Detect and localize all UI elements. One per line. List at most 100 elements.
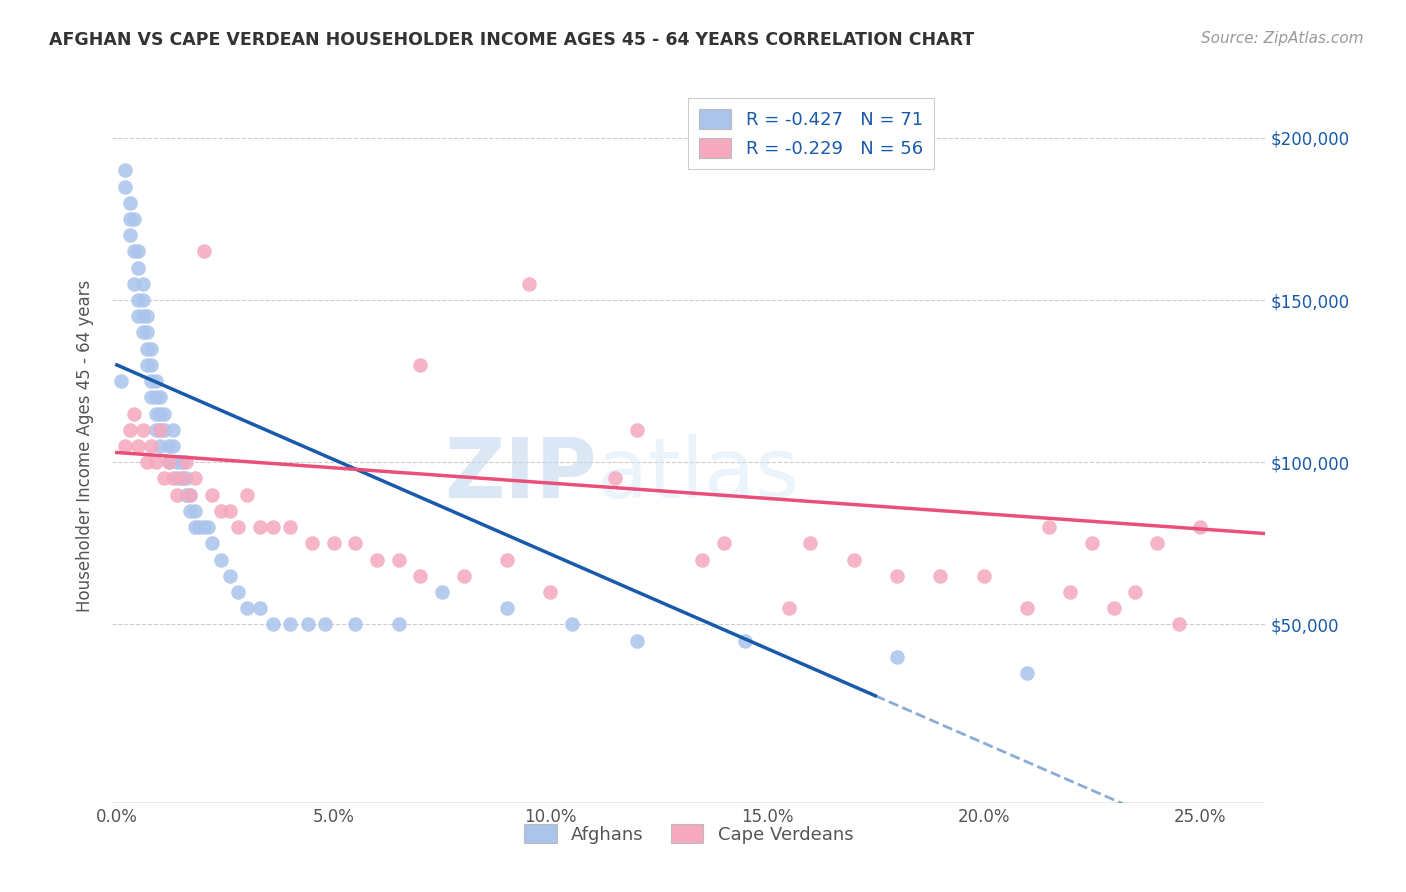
Point xyxy=(344,617,367,632)
Point xyxy=(162,471,184,485)
Point xyxy=(127,293,149,307)
Point xyxy=(430,585,453,599)
Point xyxy=(218,504,240,518)
Point xyxy=(149,423,172,437)
Point xyxy=(157,455,180,469)
Point xyxy=(162,439,184,453)
Point xyxy=(184,471,207,485)
Point xyxy=(170,471,193,485)
Point xyxy=(538,585,561,599)
Point xyxy=(110,374,132,388)
Point xyxy=(118,195,141,210)
Point xyxy=(149,407,172,421)
Point xyxy=(166,488,188,502)
Point xyxy=(734,633,756,648)
Point xyxy=(1102,601,1125,615)
Point xyxy=(114,179,136,194)
Text: Source: ZipAtlas.com: Source: ZipAtlas.com xyxy=(1201,31,1364,46)
Point xyxy=(842,552,865,566)
Point xyxy=(409,358,432,372)
Point xyxy=(149,439,172,453)
Point xyxy=(136,358,159,372)
Point xyxy=(179,488,201,502)
Point xyxy=(145,423,167,437)
Point xyxy=(127,244,149,259)
Point xyxy=(149,390,172,404)
Point xyxy=(322,536,344,550)
Point xyxy=(145,390,167,404)
Point xyxy=(136,326,159,340)
Point xyxy=(297,617,319,632)
Point xyxy=(174,455,197,469)
Point xyxy=(690,552,713,566)
Point xyxy=(973,568,995,582)
Point xyxy=(127,260,149,275)
Point xyxy=(236,488,259,502)
Point xyxy=(162,423,184,437)
Point xyxy=(114,439,136,453)
Point xyxy=(145,455,167,469)
Point xyxy=(136,342,159,356)
Point xyxy=(132,423,155,437)
Point xyxy=(118,423,141,437)
Point xyxy=(262,617,284,632)
Point xyxy=(132,277,155,291)
Point xyxy=(1015,666,1038,681)
Point xyxy=(278,617,301,632)
Point xyxy=(387,552,409,566)
Point xyxy=(496,552,519,566)
Point xyxy=(713,536,735,550)
Point xyxy=(262,520,284,534)
Point xyxy=(166,455,188,469)
Point xyxy=(218,568,240,582)
Point xyxy=(122,277,145,291)
Point xyxy=(132,293,155,307)
Point xyxy=(387,617,409,632)
Point xyxy=(170,455,193,469)
Point xyxy=(141,390,163,404)
Point xyxy=(179,488,201,502)
Point xyxy=(209,552,232,566)
Point xyxy=(626,633,648,648)
Y-axis label: Householder Income Ages 45 - 64 years: Householder Income Ages 45 - 64 years xyxy=(76,280,94,612)
Point xyxy=(141,358,163,372)
Point xyxy=(184,520,207,534)
Point xyxy=(141,342,163,356)
Point xyxy=(301,536,323,550)
Point xyxy=(127,310,149,324)
Point xyxy=(174,471,197,485)
Point xyxy=(278,520,301,534)
Point xyxy=(145,407,167,421)
Point xyxy=(778,601,800,615)
Point xyxy=(122,211,145,226)
Point xyxy=(1125,585,1147,599)
Point xyxy=(201,488,224,502)
Point xyxy=(136,455,159,469)
Point xyxy=(605,471,627,485)
Point xyxy=(157,439,180,453)
Point xyxy=(153,423,176,437)
Text: atlas: atlas xyxy=(596,434,799,515)
Point xyxy=(226,585,249,599)
Point xyxy=(179,504,201,518)
Point xyxy=(132,310,155,324)
Point xyxy=(136,310,159,324)
Point xyxy=(1081,536,1104,550)
Point xyxy=(249,601,271,615)
Text: ZIP: ZIP xyxy=(444,434,596,515)
Text: AFGHAN VS CAPE VERDEAN HOUSEHOLDER INCOME AGES 45 - 64 YEARS CORRELATION CHART: AFGHAN VS CAPE VERDEAN HOUSEHOLDER INCOM… xyxy=(49,31,974,49)
Point xyxy=(1189,520,1212,534)
Point xyxy=(344,536,367,550)
Point xyxy=(184,504,207,518)
Point xyxy=(149,423,172,437)
Point xyxy=(170,471,193,485)
Point xyxy=(314,617,336,632)
Point xyxy=(157,455,180,469)
Point xyxy=(153,407,176,421)
Point xyxy=(409,568,432,582)
Point xyxy=(1059,585,1081,599)
Point xyxy=(886,649,908,664)
Legend: Afghans, Cape Verdeans: Afghans, Cape Verdeans xyxy=(517,816,860,851)
Point xyxy=(209,504,232,518)
Point xyxy=(132,326,155,340)
